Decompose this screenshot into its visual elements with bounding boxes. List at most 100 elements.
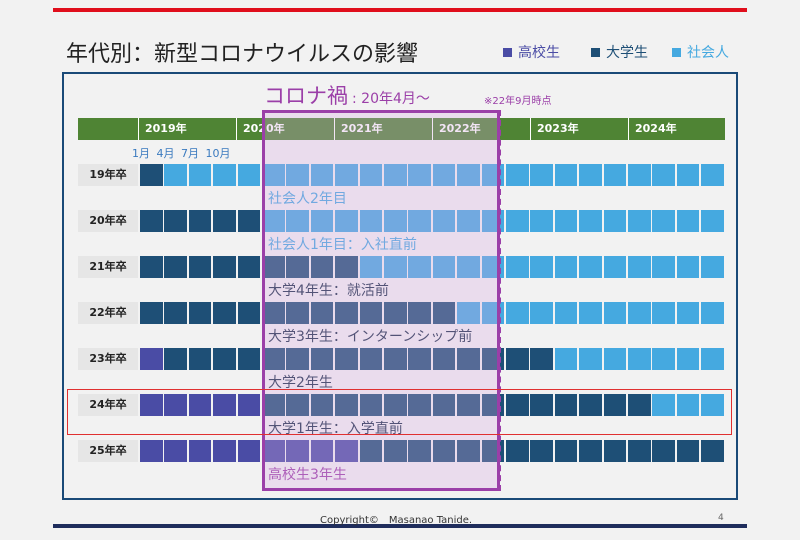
year-label: 2024年	[628, 118, 725, 140]
timeline-cell	[164, 440, 187, 462]
timeline-cell	[652, 210, 675, 232]
legend-item-worker: 社会人	[672, 42, 729, 62]
cohort-label: 25年卒	[78, 440, 138, 462]
timeline-cell	[579, 394, 602, 416]
timeline-cell	[603, 302, 627, 324]
timeline-cell	[408, 210, 431, 232]
timeline-cell	[554, 394, 578, 416]
timeline-cell	[432, 256, 456, 278]
timeline-cell	[164, 394, 187, 416]
cohort-label: 20年卒	[78, 210, 138, 232]
cohort-caption: 社会人1年目：入社直前	[268, 237, 417, 253]
timeline-cell	[457, 210, 480, 232]
timeline-cell	[335, 394, 358, 416]
timeline-cell	[554, 164, 578, 186]
timeline-cell	[457, 164, 480, 186]
timeline-cell	[384, 394, 407, 416]
timeline-cell	[262, 394, 285, 416]
timeline-cell	[530, 302, 553, 324]
cohort-label: 24年卒	[78, 394, 138, 416]
timeline-cell	[310, 440, 334, 462]
cohort-caption: 大学3年生：インターンシップ前	[268, 329, 473, 345]
timeline-cell	[676, 164, 700, 186]
timeline-cell	[432, 440, 456, 462]
timeline-cell	[188, 440, 212, 462]
page-number: 4	[718, 513, 724, 523]
cohort-caption: 社会人2年目	[268, 191, 347, 207]
timeline-cell	[628, 394, 651, 416]
timeline-cell	[335, 210, 358, 232]
timeline-cell	[628, 302, 651, 324]
legend-label: 社会人	[687, 45, 729, 61]
timeline-cell	[408, 164, 431, 186]
timeline-cell	[628, 164, 651, 186]
timeline-cell	[237, 164, 261, 186]
timeline-cell	[652, 348, 675, 370]
timeline-cell	[359, 164, 383, 186]
timeline-cell	[237, 394, 261, 416]
timeline-cell	[213, 210, 236, 232]
timeline-cell	[554, 256, 578, 278]
timeline-cell	[408, 348, 431, 370]
timeline-cell	[652, 256, 675, 278]
timeline-cell	[359, 210, 383, 232]
timeline-cell	[603, 348, 627, 370]
timeline-cell	[554, 302, 578, 324]
timeline-cell	[310, 210, 334, 232]
timeline-cell	[652, 302, 675, 324]
corona-title-text: コロナ禍	[264, 84, 348, 108]
timeline-cell	[213, 164, 236, 186]
year-label: 2021年	[334, 118, 432, 140]
timeline-cell	[701, 302, 724, 324]
legend-item-university: 大学生	[591, 42, 648, 62]
timeline-cell	[701, 394, 724, 416]
timeline-cell	[262, 302, 285, 324]
timeline-cell	[408, 440, 431, 462]
cohort-caption: 大学2年生	[268, 375, 333, 391]
timeline-cell	[286, 348, 309, 370]
timeline-cell	[676, 440, 700, 462]
timeline-cell	[603, 394, 627, 416]
timeline-cell	[140, 256, 163, 278]
timeline-cell	[188, 302, 212, 324]
timeline-cell	[237, 348, 261, 370]
timeline-cell	[457, 348, 480, 370]
legend-swatch	[672, 47, 681, 57]
timeline-cell	[164, 164, 187, 186]
timeline-cell	[237, 210, 261, 232]
top-accent-bar	[53, 8, 747, 12]
timeline-cell	[457, 256, 480, 278]
timeline-cell	[164, 348, 187, 370]
timeline-cell	[530, 164, 553, 186]
timeline-cell	[359, 348, 383, 370]
timeline-cell	[286, 440, 309, 462]
timeline-cell	[213, 348, 236, 370]
timeline-cell	[237, 256, 261, 278]
timeline-cell	[506, 394, 529, 416]
timeline-cell	[335, 440, 358, 462]
timeline-cell	[384, 440, 407, 462]
cohort-label: 19年卒	[78, 164, 138, 186]
timeline-cell	[506, 302, 529, 324]
timeline-cell	[676, 302, 700, 324]
timeline-cell	[310, 302, 334, 324]
timeline-cell	[603, 256, 627, 278]
timeline-cell	[140, 348, 163, 370]
cohort-caption: 高校生3年生	[268, 467, 347, 483]
cohort-label: 23年卒	[78, 348, 138, 370]
legend-swatch	[503, 47, 512, 57]
timeline-cell	[432, 302, 456, 324]
timeline-cell	[262, 164, 285, 186]
timeline-cell	[213, 256, 236, 278]
timeline-cell	[335, 302, 358, 324]
timeline-cell	[237, 302, 261, 324]
slide-title: 年代別：新型コロナウイルスの影響	[66, 42, 419, 67]
timeline-cell	[652, 440, 675, 462]
timeline-cell	[432, 164, 456, 186]
timeline-cell	[384, 256, 407, 278]
month-markers: 1月 4月 7月 10月	[132, 147, 231, 160]
timeline-cell	[188, 348, 212, 370]
timeline-cell	[530, 440, 553, 462]
timeline-cell	[676, 210, 700, 232]
timeline-cell	[262, 256, 285, 278]
